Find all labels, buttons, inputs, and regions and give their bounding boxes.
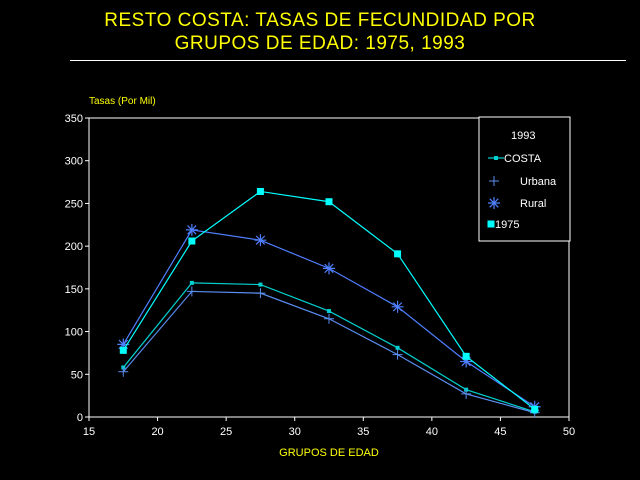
legend-marker-1975 xyxy=(487,220,495,228)
data-point-costa xyxy=(395,345,400,350)
data-point-1975 xyxy=(256,187,264,195)
data-point-urbana xyxy=(118,366,129,377)
data-point-costa xyxy=(189,280,194,285)
plot-frame xyxy=(88,117,570,418)
x-tick-label: 50 xyxy=(563,426,575,438)
data-point-1975 xyxy=(531,405,539,413)
legend-label-rural: Rural xyxy=(520,198,546,210)
data-point-urbana xyxy=(461,388,472,399)
legend-label-costa: COSTA xyxy=(504,153,542,165)
data-point-rural xyxy=(460,355,473,368)
x-tick-label: 30 xyxy=(289,426,301,438)
data-point-1975 xyxy=(325,198,333,206)
legend-label-1975: 1975 xyxy=(495,219,519,231)
data-point-costa xyxy=(258,282,263,287)
y-tick-label: 100 xyxy=(65,327,83,339)
y-tick-label: 350 xyxy=(65,113,83,125)
x-tick-label: 40 xyxy=(426,426,438,438)
y-tick-label: 50 xyxy=(71,369,83,381)
legend-label-urbana: Urbana xyxy=(520,176,557,188)
legend-marker-rural xyxy=(488,197,500,209)
x-tick-label: 35 xyxy=(357,426,369,438)
x-tick-label: 20 xyxy=(151,426,163,438)
y-tick-label: 300 xyxy=(65,156,83,168)
data-point-urbana xyxy=(324,313,334,324)
x-tick-label: 15 xyxy=(83,426,95,438)
x-axis-label: GRUPOS DE EDAD xyxy=(279,447,379,459)
data-point-1975 xyxy=(462,352,470,360)
data-point-rural xyxy=(323,262,335,275)
y-axis-label: Tasas (Por Mil) xyxy=(89,96,156,107)
chart-title-line-2: GRUPOS DE EDAD: 1975, 1993 xyxy=(174,33,466,54)
data-point-rural xyxy=(254,234,267,247)
x-tick-label: 25 xyxy=(220,426,232,438)
series-line-costa xyxy=(122,282,535,413)
data-point-1975 xyxy=(119,346,127,354)
y-tick-label: 150 xyxy=(65,284,83,296)
legend-title: 1993 xyxy=(511,130,535,142)
y-tick-label: 0 xyxy=(77,412,83,424)
data-point-1975 xyxy=(188,237,196,245)
data-point-rural xyxy=(391,300,404,313)
data-point-costa xyxy=(327,309,331,314)
chart-title-line-1: RESTO COSTA: TASAS DE FECUNDIDAD POR xyxy=(104,10,536,31)
legend-marker-urbana xyxy=(489,176,499,186)
data-point-rural xyxy=(117,338,130,351)
series-line-1975 xyxy=(122,190,536,410)
title-divider xyxy=(70,60,626,61)
data-point-1975 xyxy=(394,250,402,258)
x-tick-label: 45 xyxy=(494,426,506,438)
data-point-rural xyxy=(185,223,198,236)
y-tick-label: 200 xyxy=(65,241,83,253)
data-point-urbana xyxy=(186,286,197,297)
y-tick-label: 250 xyxy=(65,198,83,210)
data-point-urbana xyxy=(392,349,403,360)
data-point-urbana xyxy=(255,288,266,299)
legend-marker-costa xyxy=(494,156,498,160)
